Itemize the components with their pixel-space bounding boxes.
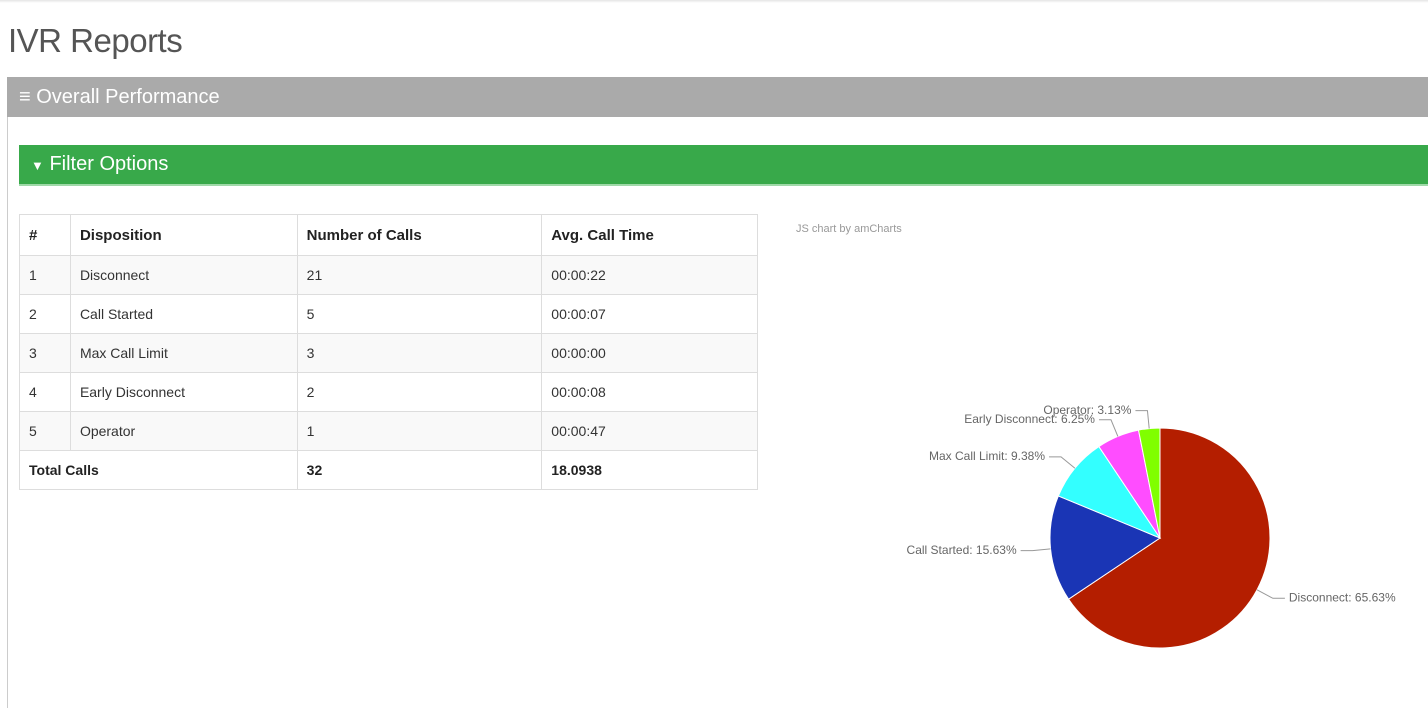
table-row: 5 Operator 1 00:00:47 xyxy=(19,411,758,451)
table-cell: Disconnect xyxy=(69,255,298,295)
pie-slice xyxy=(1067,427,1271,649)
table-cell: Operator xyxy=(69,411,298,451)
chart-credit: JS chart by amCharts xyxy=(796,223,902,235)
footer-cell: 32 xyxy=(296,450,543,490)
slice-label: Max Call Limit: 9.38% xyxy=(929,449,1045,463)
filter-title: Filter Options xyxy=(49,153,169,175)
pie-slice xyxy=(1098,429,1161,539)
label-connector xyxy=(1020,548,1051,552)
table-cell: 3 xyxy=(19,333,71,373)
report-table: # Disposition Number of Calls Avg. Call Tim… xyxy=(19,214,758,490)
column-header: Avg. Call Time xyxy=(541,214,758,256)
table-cell: 2 xyxy=(19,294,71,334)
slice-label: Operator: 3.13% xyxy=(1043,403,1131,417)
pie-slice xyxy=(1057,445,1162,540)
panel-border xyxy=(7,117,8,708)
table-row: 4 Early Disconnect 2 00:00:08 xyxy=(19,372,758,412)
table-cell: 00:00:07 xyxy=(541,294,758,334)
slice-label: Call Started: 15.63% xyxy=(907,543,1017,557)
table-cell: 5 xyxy=(296,294,543,334)
table-row: 3 Max Call Limit 3 00:00:00 xyxy=(19,333,758,373)
table-row: 2 Call Started 5 00:00:07 xyxy=(19,294,758,334)
footer-cell: 18.0938 xyxy=(541,450,758,490)
panel-title: Overall Performance xyxy=(36,86,220,108)
table-cell: 00:00:47 xyxy=(541,411,758,451)
column-header: Disposition xyxy=(69,214,298,256)
top-bar xyxy=(0,0,1428,3)
label-connector xyxy=(1098,419,1119,437)
table-footer: Total Calls 32 18.0938 xyxy=(19,450,758,490)
table-header: # Disposition Number of Calls Avg. Call Tim… xyxy=(19,214,758,256)
table-cell: 1 xyxy=(19,255,71,295)
column-header: Number of Calls xyxy=(296,214,543,256)
table-cell: Early Disconnect xyxy=(69,372,298,412)
panel-header[interactable]: ≡ Overall Performance xyxy=(7,77,1428,117)
table-cell: 00:00:22 xyxy=(541,255,758,295)
filter-header[interactable]: ▼ Filter Options xyxy=(19,145,1428,186)
table-cell: 2 xyxy=(296,372,543,412)
table-cell: 1 xyxy=(296,411,543,451)
table-cell: 00:00:00 xyxy=(541,333,758,373)
slice-label: Early Disconnect: 6.25% xyxy=(964,412,1095,426)
table-cell: 5 xyxy=(19,411,71,451)
slice-label: Disconnect: 65.63% xyxy=(1289,590,1396,604)
column-header: # xyxy=(19,214,71,256)
pie-slice xyxy=(1137,427,1161,539)
label-connector xyxy=(1256,589,1285,599)
table-cell: Max Call Limit xyxy=(69,333,298,373)
label-connector xyxy=(1049,456,1076,469)
table-cell: 21 xyxy=(296,255,543,295)
table-body: 1 Disconnect 21 00:00:22 2 Call Started 5 00:00… xyxy=(19,255,758,451)
page-title: IVR Reports xyxy=(8,22,183,59)
footer-cell: Total Calls xyxy=(19,450,298,490)
table-cell: 3 xyxy=(296,333,543,373)
table-cell: Call Started xyxy=(69,294,298,334)
table-cell: 00:00:08 xyxy=(541,372,758,412)
table-row: 1 Disconnect 21 00:00:22 xyxy=(19,255,758,295)
table-cell: 4 xyxy=(19,372,71,412)
pie-slice xyxy=(1049,495,1162,600)
label-connector xyxy=(1135,410,1150,429)
